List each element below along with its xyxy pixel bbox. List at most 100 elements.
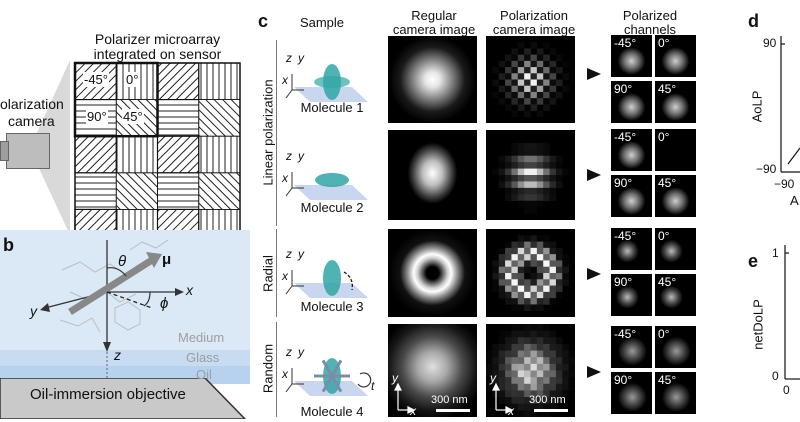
channel-tile-3-3: 90°: [611, 274, 652, 316]
polar-axis-y: y: [490, 371, 496, 385]
sample-2-axis-y: y: [298, 149, 304, 163]
polarization-image-3: [486, 229, 575, 317]
projection-cone: [36, 60, 70, 235]
channel-tile-4-4: 45°: [655, 372, 696, 414]
molecule-1-label: Molecule 1: [300, 100, 364, 115]
scale-bar-regular: [436, 409, 470, 412]
regular-image-1: [388, 36, 477, 123]
panel-label-c: c: [258, 11, 269, 31]
sample-1-axis-x: x: [282, 73, 288, 87]
channel-tile-2-1: -45°: [611, 129, 652, 171]
channel-label: 0°: [658, 327, 670, 341]
col-regular-2: camera image: [392, 22, 476, 37]
array-angle-0: 0°: [125, 72, 140, 87]
phi-symbol: ϕ: [160, 295, 169, 312]
aolp-ylabel: AoLP: [749, 90, 765, 123]
glass-region: [0, 350, 250, 366]
mu-symbol: μ: [162, 251, 172, 268]
channel-tile-3-2: 0°: [655, 228, 696, 270]
channel-label: 45°: [658, 373, 677, 387]
channel-label: 90°: [614, 275, 633, 289]
aolp-ytick-bottom: −90: [756, 162, 777, 176]
dolp-ytick-top: 1: [772, 246, 779, 260]
panel-label-e: e: [748, 251, 759, 271]
channel-label: -45°: [614, 130, 637, 144]
objective-label: Oil-immersion objective: [30, 386, 186, 403]
aolp-axes: [780, 36, 800, 173]
panel-label-b: b: [3, 235, 14, 255]
polarization-image-2: [486, 130, 575, 220]
sample-2-axis-x: x: [282, 171, 288, 185]
channel-label: 45°: [658, 275, 677, 289]
aolp-xlabel-partial: A: [790, 193, 799, 208]
sample-3-axis-z: z: [286, 247, 292, 261]
channel-label: -45°: [614, 36, 637, 50]
sample-4-axis-z: z: [286, 345, 292, 359]
sample-2-axis-z: z: [286, 149, 292, 163]
channel-label: 90°: [614, 82, 633, 96]
channel-label: 90°: [614, 373, 633, 387]
molecule-3-label: Molecule 3: [300, 299, 364, 314]
z-axis-label: z: [114, 347, 121, 363]
dolp-xtick-left: 0: [783, 383, 790, 397]
aolp-xtick-left: −90: [774, 177, 795, 191]
array-angle-90: 90°: [86, 109, 108, 124]
col-polar-2: camera image: [492, 22, 576, 37]
channel-tile-4-1: -45°: [611, 326, 652, 368]
col-regular-1: Regular: [411, 8, 457, 23]
col-channels-1: Polarized: [622, 8, 678, 23]
bracket-random: [276, 322, 281, 417]
scale-bar-polar-label: 300 nm: [529, 394, 566, 406]
y-axis-label: y: [30, 303, 37, 319]
col-polar-1: Polarization: [500, 8, 568, 23]
sample-3-axis-y: y: [298, 247, 304, 261]
polarization-image-1: [486, 36, 575, 123]
channel-label: -45°: [614, 327, 637, 341]
channel-tile-2-4: 45°: [655, 175, 696, 217]
camera-label-2: camera: [8, 113, 55, 129]
panel-label-d: d: [748, 11, 759, 31]
scale-bar-polar: [534, 409, 568, 412]
theta-symbol: θ: [118, 253, 127, 270]
medium-label: Medium: [178, 330, 225, 345]
col-sample: Sample: [299, 15, 345, 30]
channel-tile-4-3: 90°: [611, 372, 652, 414]
sample-1-axis-z: z: [286, 51, 292, 65]
channel-label: 45°: [658, 82, 677, 96]
molecule-4-label: Molecule 4: [300, 404, 364, 419]
channel-tile-2-3: 90°: [611, 175, 652, 217]
channel-tile-1-3: 90°: [611, 81, 652, 123]
channel-tile-2-2: 0°: [655, 129, 696, 171]
array-angle-m45: -45°: [83, 72, 109, 87]
dipole-diagram: [40, 239, 184, 380]
regular-image-4: [388, 324, 477, 417]
channel-tile-3-4: 45°: [655, 274, 696, 316]
sample-1-axis-y: y: [298, 51, 304, 65]
dolp-ylabel: netDoLP: [750, 299, 766, 350]
bracket-linear: [276, 40, 281, 226]
polarization-image-4: [486, 324, 576, 418]
channel-tile-1-1: -45°: [611, 35, 652, 77]
channel-label: -45°: [614, 229, 637, 243]
channel-tile-3-1: -45°: [611, 228, 652, 270]
camera-label-1: olarization: [0, 96, 64, 112]
bracket-radial: [276, 229, 281, 317]
objective-shape: [0, 378, 247, 419]
glass-label: Glass: [186, 350, 220, 365]
sample-4-axis-x: x: [282, 367, 288, 381]
array-title-2: integrated on sensor: [93, 46, 222, 62]
channel-tile-1-4: 45°: [655, 81, 696, 123]
oil-label: Oil: [196, 367, 212, 382]
channel-tile-4-2: 0°: [655, 326, 696, 368]
camera-lens: [0, 141, 9, 161]
channel-label: 45°: [658, 176, 677, 190]
array-title-1: Polarizer microarray: [94, 31, 221, 47]
channel-label: 0°: [658, 130, 670, 144]
image-axis-y: y: [392, 371, 398, 385]
channel-label: 90°: [614, 176, 633, 190]
channel-tile-1-2: 0°: [655, 35, 696, 77]
molecule-2-label: Molecule 2: [300, 200, 364, 215]
sample-3-axis-x: x: [282, 269, 288, 283]
